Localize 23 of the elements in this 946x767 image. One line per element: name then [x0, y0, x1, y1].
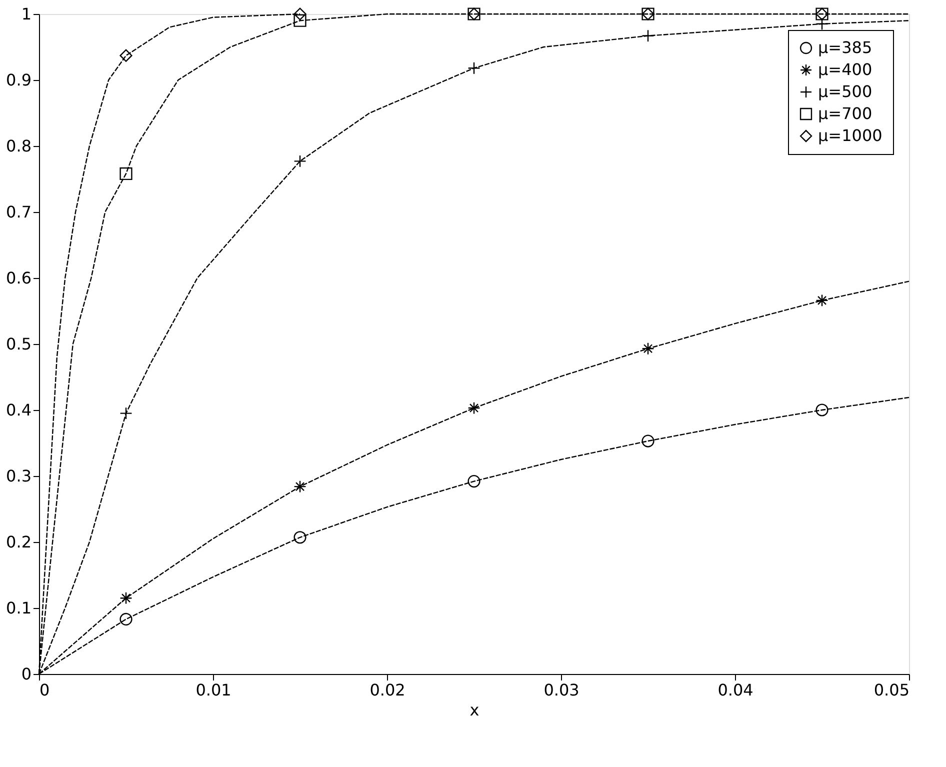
legend-label: μ=1000 — [818, 126, 882, 145]
y-tick-label: 0.6 — [6, 268, 32, 288]
y-tick-label: 0.4 — [6, 400, 32, 420]
y-tick-label: 0.9 — [6, 70, 32, 90]
y-tick-label: 0.7 — [6, 202, 32, 222]
y-tick-label: 0.1 — [6, 598, 32, 618]
x-tick-label: 0.05 — [874, 680, 910, 700]
legend-label: μ=400 — [818, 60, 872, 79]
legend-label: μ=500 — [818, 82, 872, 101]
y-tick-label: 0.3 — [6, 466, 32, 486]
x-tick-label: 0.02 — [370, 680, 406, 700]
x-axis-title: x — [470, 700, 480, 720]
x-tick-label: 0.01 — [196, 680, 232, 700]
y-tick-label: 0.2 — [6, 532, 32, 552]
y-tick-label: 0.5 — [6, 334, 32, 354]
y-tick-label: 0 — [21, 664, 32, 684]
legend-label: μ=385 — [818, 38, 872, 57]
y-tick-label: 0.8 — [6, 136, 32, 156]
x-tick-label: 0.04 — [718, 680, 754, 700]
x-tick-label: 0 — [40, 680, 50, 700]
legend-label: μ=700 — [818, 104, 872, 123]
y-tick-label: 1 — [21, 4, 32, 24]
x-tick-label: 0.03 — [544, 680, 580, 700]
